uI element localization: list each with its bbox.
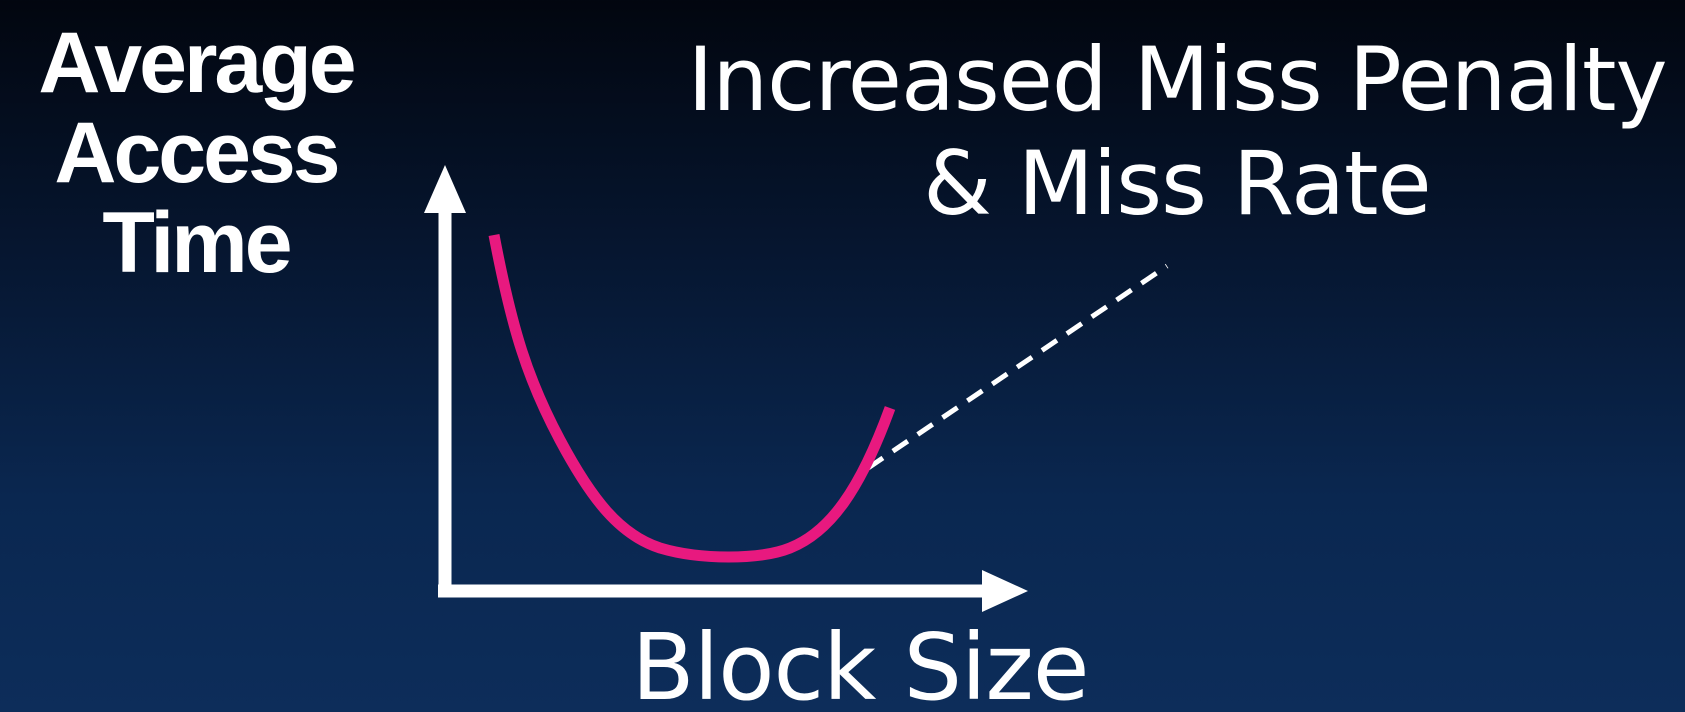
y-axis-arrowhead xyxy=(424,165,466,213)
y-axis-label-line-2: Access xyxy=(54,105,340,201)
x-axis-arrowhead xyxy=(982,570,1028,612)
annotation-line-2: & Miss Rate xyxy=(923,132,1431,235)
annotation-text: Increased Miss Penalty & Miss Rate xyxy=(672,28,1682,236)
y-axis-label-line-3: Time xyxy=(102,195,292,291)
y-axis-label: Average Access Time xyxy=(0,18,392,288)
annotation-line-1: Increased Miss Penalty xyxy=(687,28,1667,131)
x-axis-label: Block Size xyxy=(631,614,1090,712)
access-time-curve xyxy=(488,233,896,563)
y-axis-label-line-1: Average xyxy=(38,15,356,111)
leader-line xyxy=(866,263,1169,471)
